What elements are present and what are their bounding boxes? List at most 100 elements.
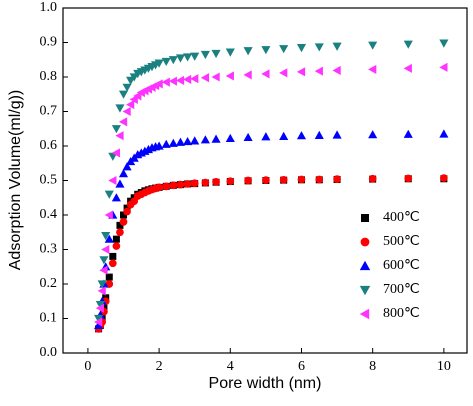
marker bbox=[111, 125, 121, 134]
marker bbox=[332, 65, 341, 75]
y-tick-label: 0.0 bbox=[40, 345, 58, 360]
marker bbox=[112, 235, 120, 243]
marker bbox=[368, 130, 378, 139]
marker bbox=[168, 76, 177, 86]
marker bbox=[314, 130, 324, 139]
marker bbox=[315, 175, 324, 184]
marker bbox=[94, 317, 103, 327]
marker bbox=[161, 57, 171, 67]
marker bbox=[97, 286, 106, 296]
marker bbox=[244, 176, 252, 185]
marker bbox=[154, 141, 164, 150]
marker bbox=[403, 40, 413, 49]
marker bbox=[201, 178, 210, 187]
marker bbox=[225, 133, 235, 143]
x-tick-label: 4 bbox=[227, 359, 234, 374]
x-tick-label: 0 bbox=[84, 359, 91, 374]
legend-label: 400℃ bbox=[383, 210, 420, 225]
x-tick-label: 6 bbox=[298, 359, 305, 374]
marker bbox=[243, 70, 252, 80]
marker bbox=[118, 117, 128, 127]
marker bbox=[190, 74, 199, 84]
marker bbox=[261, 69, 270, 79]
marker bbox=[118, 90, 129, 99]
marker bbox=[333, 175, 341, 183]
marker bbox=[104, 210, 113, 220]
marker bbox=[101, 244, 110, 255]
marker bbox=[115, 104, 125, 113]
marker bbox=[279, 175, 288, 184]
marker bbox=[200, 135, 210, 144]
marker bbox=[332, 42, 342, 51]
y-tick-label: 0.7 bbox=[40, 104, 58, 119]
y-tick-label: 0.9 bbox=[40, 35, 58, 50]
legend-label: 600℃ bbox=[383, 258, 420, 273]
marker bbox=[115, 131, 124, 141]
marker bbox=[190, 179, 199, 188]
legend-label: 800℃ bbox=[383, 306, 420, 321]
marker bbox=[296, 131, 307, 140]
marker bbox=[162, 182, 171, 191]
marker bbox=[262, 176, 270, 185]
marker bbox=[212, 178, 220, 186]
legend-marker bbox=[360, 237, 370, 247]
marker bbox=[183, 53, 193, 62]
marker bbox=[105, 273, 113, 281]
marker bbox=[261, 46, 271, 55]
y-tick-label: 1.0 bbox=[40, 0, 58, 15]
marker bbox=[243, 132, 253, 142]
legend-marker bbox=[359, 260, 371, 271]
x-tick-label: 8 bbox=[369, 359, 376, 374]
marker bbox=[175, 54, 186, 63]
marker bbox=[243, 47, 253, 56]
y-tick-label: 0.1 bbox=[40, 311, 58, 326]
x-tick-label: 2 bbox=[156, 359, 163, 374]
y-axis-title: Adsorption Volume(ml/g)) bbox=[7, 90, 24, 271]
marker bbox=[404, 174, 413, 183]
marker bbox=[115, 179, 125, 188]
marker bbox=[104, 190, 114, 199]
marker bbox=[155, 183, 163, 192]
marker bbox=[190, 136, 200, 145]
marker bbox=[116, 228, 124, 237]
marker bbox=[99, 256, 109, 265]
marker bbox=[169, 181, 178, 190]
marker bbox=[122, 106, 131, 117]
y-tick-label: 0.2 bbox=[40, 276, 58, 291]
marker bbox=[111, 148, 121, 158]
marker bbox=[154, 79, 163, 89]
marker bbox=[368, 41, 378, 50]
marker bbox=[97, 280, 107, 289]
legend-marker bbox=[359, 285, 371, 296]
marker bbox=[108, 175, 117, 186]
marker bbox=[211, 49, 221, 59]
marker bbox=[296, 44, 307, 53]
marker bbox=[225, 71, 234, 81]
y-tick-label: 0.5 bbox=[40, 173, 58, 188]
legend-marker bbox=[361, 214, 369, 222]
marker bbox=[211, 134, 221, 143]
marker bbox=[439, 62, 448, 72]
marker bbox=[211, 72, 220, 82]
marker bbox=[190, 52, 200, 61]
marker bbox=[111, 193, 121, 202]
marker bbox=[261, 132, 271, 141]
marker bbox=[175, 137, 186, 146]
marker bbox=[403, 63, 412, 73]
legend-label: 500℃ bbox=[383, 234, 420, 249]
marker bbox=[440, 174, 448, 182]
marker bbox=[95, 301, 105, 310]
marker bbox=[122, 83, 132, 92]
marker bbox=[94, 320, 104, 330]
marker bbox=[94, 314, 104, 324]
marker bbox=[332, 130, 342, 139]
y-tick-label: 0.4 bbox=[40, 207, 58, 222]
marker bbox=[176, 180, 185, 189]
marker bbox=[99, 265, 108, 275]
marker bbox=[108, 152, 118, 161]
marker bbox=[168, 56, 178, 65]
marker bbox=[314, 43, 324, 52]
marker bbox=[123, 207, 131, 216]
marker bbox=[161, 139, 171, 148]
marker bbox=[296, 67, 306, 77]
